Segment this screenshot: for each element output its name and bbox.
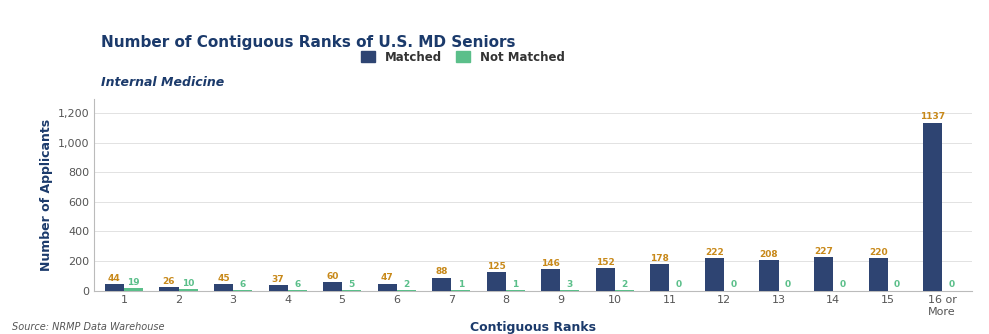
Text: 227: 227: [814, 247, 833, 256]
Text: 1: 1: [512, 280, 518, 289]
Text: Internal Medicine: Internal Medicine: [101, 75, 225, 89]
Text: 125: 125: [487, 262, 505, 271]
Text: 45: 45: [218, 274, 229, 283]
Bar: [105, 284, 124, 291]
Text: 60: 60: [326, 272, 339, 281]
Bar: [814, 257, 833, 291]
Text: 1137: 1137: [920, 113, 945, 122]
Text: 6: 6: [239, 280, 245, 289]
Bar: [651, 264, 670, 291]
Text: 0: 0: [948, 281, 954, 289]
Bar: [124, 288, 143, 291]
Text: 0: 0: [840, 281, 846, 289]
Text: Chart: Chart: [22, 33, 65, 47]
Text: 220: 220: [868, 248, 887, 257]
Text: 178: 178: [651, 254, 670, 263]
Bar: [595, 268, 615, 291]
Bar: [432, 278, 451, 291]
Text: 0: 0: [894, 281, 900, 289]
Bar: [561, 290, 580, 291]
Text: 0: 0: [785, 281, 791, 289]
Text: 146: 146: [541, 259, 560, 268]
Text: 3: 3: [567, 280, 573, 289]
Text: 37: 37: [272, 275, 285, 284]
Bar: [868, 258, 888, 291]
Text: 0: 0: [675, 281, 682, 289]
Text: 47: 47: [381, 274, 394, 283]
Text: 5: 5: [348, 280, 355, 289]
Text: 152: 152: [596, 258, 615, 267]
Bar: [178, 289, 198, 291]
Text: 208: 208: [760, 250, 778, 259]
Bar: [233, 290, 252, 291]
Legend: Matched, Not Matched: Matched, Not Matched: [361, 51, 565, 64]
Text: 2: 2: [621, 280, 628, 289]
Text: 222: 222: [705, 247, 724, 257]
Text: Number of Contiguous Ranks of U.S. MD Seniors: Number of Contiguous Ranks of U.S. MD Se…: [101, 35, 515, 50]
Bar: [214, 284, 233, 291]
Bar: [541, 269, 561, 291]
Text: Source: NRMP Data Warehouse: Source: NRMP Data Warehouse: [12, 322, 164, 332]
Bar: [378, 284, 397, 291]
Bar: [159, 287, 178, 291]
Bar: [760, 260, 778, 291]
Bar: [268, 285, 288, 291]
Text: 2: 2: [404, 280, 409, 289]
Text: IM-2: IM-2: [27, 62, 60, 76]
Text: 6: 6: [294, 280, 301, 289]
Text: 26: 26: [163, 277, 175, 286]
Text: 19: 19: [128, 278, 139, 287]
Text: 0: 0: [731, 281, 737, 289]
Text: 10: 10: [182, 279, 194, 288]
X-axis label: Contiguous Ranks: Contiguous Ranks: [470, 321, 596, 334]
Y-axis label: Number of Applicants: Number of Applicants: [41, 119, 53, 271]
Text: 88: 88: [435, 268, 448, 277]
Bar: [288, 290, 307, 291]
Bar: [705, 258, 724, 291]
Bar: [323, 282, 342, 291]
Text: 1: 1: [458, 280, 464, 289]
Bar: [342, 290, 361, 291]
Bar: [487, 272, 505, 291]
Text: 44: 44: [108, 274, 121, 283]
Bar: [923, 123, 943, 291]
